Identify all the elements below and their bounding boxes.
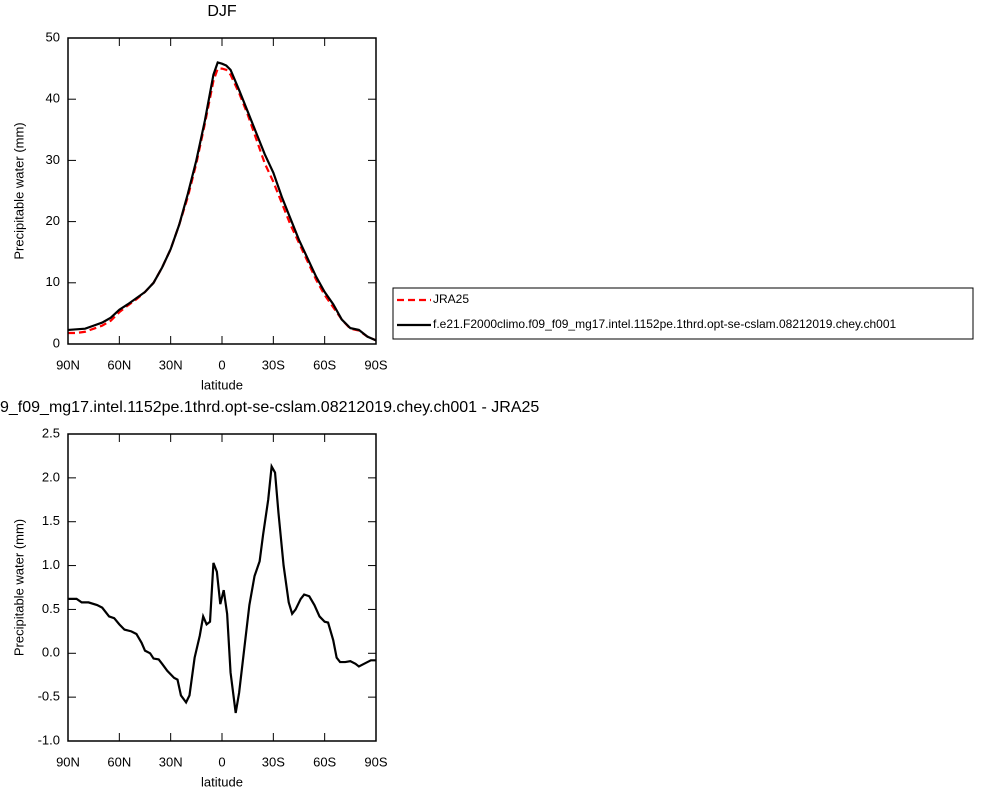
x-tick-label: 60S	[313, 754, 336, 769]
legend-box	[392, 287, 974, 340]
plot-frame	[67, 433, 377, 742]
x-axis-label: latitude	[201, 774, 243, 789]
data-line	[68, 67, 377, 342]
x-tick-label: 60S	[313, 357, 336, 372]
y-tick-label: 0.0	[42, 645, 60, 660]
legend-label: f.e21.F2000climo.f09_f09_mg17.intel.1152…	[433, 317, 897, 331]
x-tick-label: 30N	[159, 357, 183, 372]
y-axis-label: Precipitable water (mm)	[11, 122, 26, 259]
x-tick-label: 60N	[107, 357, 131, 372]
y-tick-label: 40	[46, 91, 60, 106]
chart-title: 9_f09_mg17.intel.1152pe.1thrd.opt-se-csl…	[0, 399, 539, 416]
y-tick-label: 1.5	[42, 513, 60, 528]
y-tick-label: -1.0	[38, 732, 60, 747]
x-tick-label: 30S	[262, 754, 285, 769]
x-tick-label: 90S	[364, 754, 387, 769]
y-axis-label: Precipitable water (mm)	[11, 519, 26, 656]
x-tick-label: 30S	[262, 357, 285, 372]
x-tick-label: 30N	[159, 754, 183, 769]
y-tick-label: 20	[46, 213, 60, 228]
x-tick-label: 90N	[56, 754, 80, 769]
y-tick-label: 2.0	[42, 469, 60, 484]
y-tick-label: 30	[46, 152, 60, 167]
legend-label: JRA25	[433, 292, 469, 306]
x-tick-label: 90N	[56, 357, 80, 372]
y-tick-label: 50	[46, 29, 60, 44]
x-tick-label: 90S	[364, 357, 387, 372]
x-tick-label: 0	[218, 357, 225, 372]
data-line	[67, 61, 377, 342]
y-tick-label: 10	[46, 274, 60, 289]
plot-frame	[67, 37, 377, 345]
chart-title: DJF	[207, 3, 237, 20]
y-tick-label: 0.5	[42, 601, 60, 616]
y-tick-label: 0	[53, 335, 60, 350]
y-tick-label: 2.5	[42, 425, 60, 440]
x-axis-label: latitude	[201, 377, 243, 392]
x-tick-label: 0	[218, 754, 225, 769]
data-line	[68, 462, 376, 714]
y-tick-label: 1.0	[42, 557, 60, 572]
x-tick-label: 60N	[107, 754, 131, 769]
y-tick-label: -0.5	[38, 689, 60, 704]
